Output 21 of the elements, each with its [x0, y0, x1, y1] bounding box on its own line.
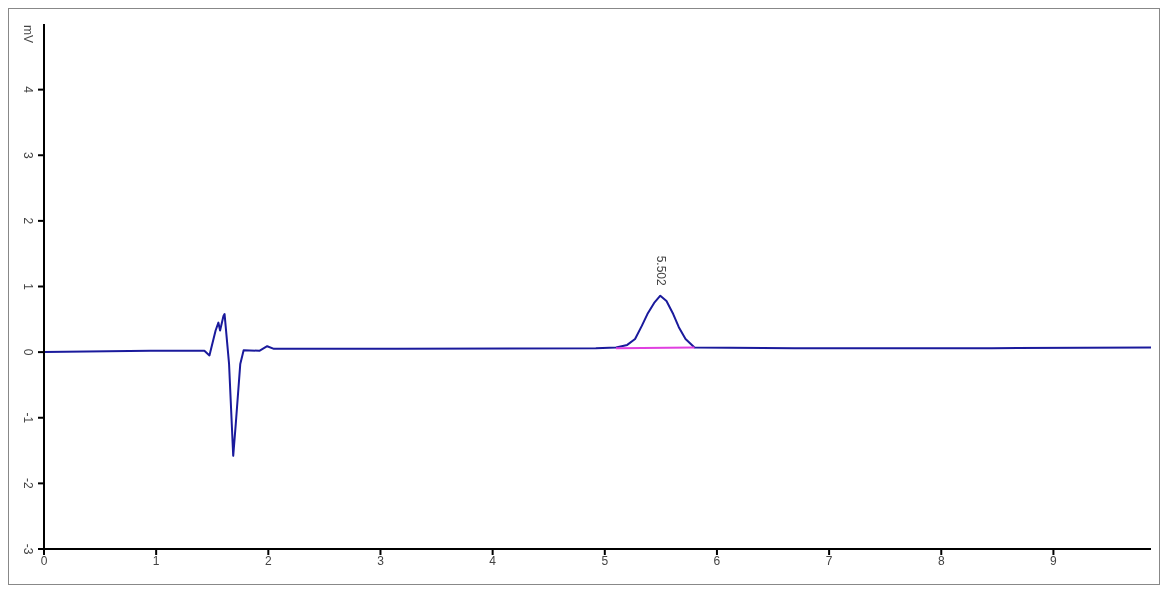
y-tick-label: -3	[21, 543, 35, 555]
x-tick-label: 0	[40, 554, 48, 568]
x-tick-label: 8	[937, 554, 945, 568]
x-tick-label: 4	[489, 554, 497, 568]
x-tick-label: 1	[152, 554, 160, 568]
x-tick-label: 5	[601, 554, 609, 568]
x-tick-label: 9	[1050, 554, 1058, 568]
x-tick-label: 2	[264, 554, 272, 568]
y-tick-label: -2	[21, 478, 35, 490]
y-tick-label: 2	[21, 217, 35, 225]
y-tick-label: -1	[21, 412, 35, 424]
x-tick-label: 6	[713, 554, 721, 568]
x-tick-label: 7	[825, 554, 833, 568]
x-tick-label: 3	[377, 554, 385, 568]
y-axis-title: mV	[21, 25, 35, 43]
line-series	[44, 294, 1151, 457]
y-tick-label: 3	[21, 151, 35, 159]
y-tick-label: 1	[21, 283, 35, 291]
y-tick-label: 0	[21, 348, 35, 356]
annotation: 5.502	[654, 255, 669, 287]
y-tick-label: 4	[21, 86, 35, 94]
